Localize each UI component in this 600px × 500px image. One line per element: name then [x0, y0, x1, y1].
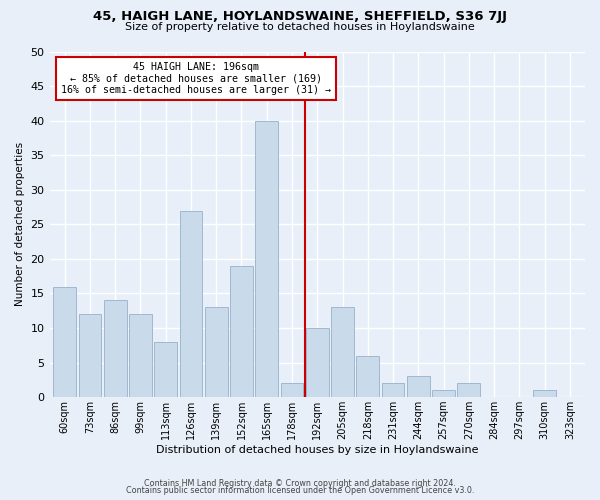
- Bar: [154, 342, 177, 397]
- Bar: [356, 356, 379, 397]
- X-axis label: Distribution of detached houses by size in Hoylandswaine: Distribution of detached houses by size …: [156, 445, 479, 455]
- Bar: [129, 314, 152, 397]
- Bar: [432, 390, 455, 397]
- Bar: [256, 120, 278, 397]
- Text: 45 HAIGH LANE: 196sqm
← 85% of detached houses are smaller (169)
16% of semi-det: 45 HAIGH LANE: 196sqm ← 85% of detached …: [61, 62, 331, 95]
- Text: Contains HM Land Registry data © Crown copyright and database right 2024.: Contains HM Land Registry data © Crown c…: [144, 478, 456, 488]
- Text: Size of property relative to detached houses in Hoylandswaine: Size of property relative to detached ho…: [125, 22, 475, 32]
- Bar: [331, 308, 354, 397]
- Bar: [306, 328, 329, 397]
- Y-axis label: Number of detached properties: Number of detached properties: [15, 142, 25, 306]
- Bar: [179, 210, 202, 397]
- Bar: [104, 300, 127, 397]
- Text: 45, HAIGH LANE, HOYLANDSWAINE, SHEFFIELD, S36 7JJ: 45, HAIGH LANE, HOYLANDSWAINE, SHEFFIELD…: [93, 10, 507, 23]
- Bar: [230, 266, 253, 397]
- Bar: [205, 308, 227, 397]
- Text: Contains public sector information licensed under the Open Government Licence v3: Contains public sector information licen…: [126, 486, 474, 495]
- Bar: [281, 384, 304, 397]
- Bar: [457, 384, 480, 397]
- Bar: [79, 314, 101, 397]
- Bar: [533, 390, 556, 397]
- Bar: [53, 286, 76, 397]
- Bar: [382, 384, 404, 397]
- Bar: [407, 376, 430, 397]
